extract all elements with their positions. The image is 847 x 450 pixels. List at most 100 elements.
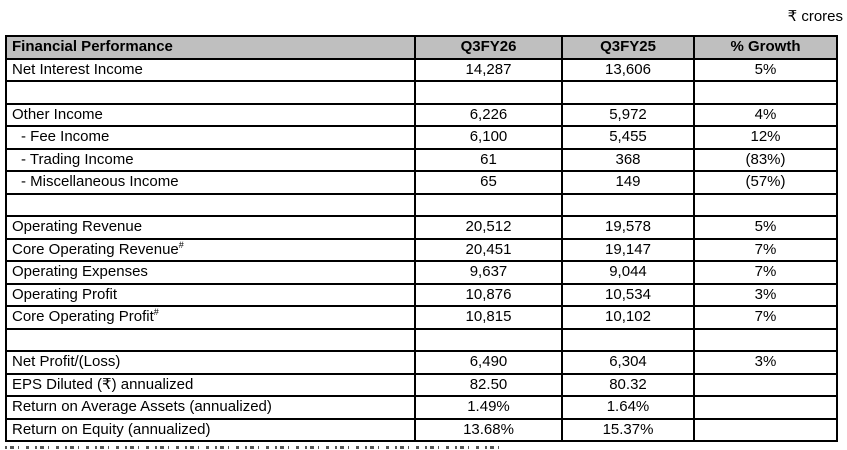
table-row: - Trading Income 61 368 (83%) xyxy=(5,147,838,172)
footnote-marker: # xyxy=(178,239,184,250)
value-q3fy25: 6,304 xyxy=(561,350,695,375)
value-q3fy26: 82.50 xyxy=(414,372,563,397)
value-growth xyxy=(693,372,838,397)
row-label: Operating Profit xyxy=(5,282,416,307)
value-growth xyxy=(693,327,838,352)
financial-performance-table: Financial Performance Q3FY26 Q3FY25 % Gr… xyxy=(5,35,838,442)
footnote-marker: # xyxy=(153,307,159,317)
value-growth: (83%) xyxy=(693,147,838,172)
value-q3fy25 xyxy=(561,80,695,105)
value-growth xyxy=(693,80,838,105)
value-q3fy26 xyxy=(414,327,563,352)
table-row: Operating Expenses 9,637 9,044 7% xyxy=(5,260,838,285)
value-q3fy25: 368 xyxy=(561,147,695,172)
row-label-text: Other Income xyxy=(12,105,103,123)
row-label xyxy=(5,80,416,105)
table-row: Return on Average Assets (annualized) 1.4… xyxy=(5,395,838,420)
row-label: Net Interest Income xyxy=(5,57,416,82)
table-row: Other Income 6,226 5,972 4% xyxy=(5,102,838,127)
row-label xyxy=(5,192,416,217)
value-growth xyxy=(693,192,838,217)
value-q3fy26: 6,100 xyxy=(414,125,563,150)
row-label: Return on Equity (annualized) xyxy=(5,417,416,442)
table-row: Core Operating Revenue# 20,451 19,147 7% xyxy=(5,237,838,262)
value-q3fy25: 13,606 xyxy=(561,57,695,82)
value-q3fy26 xyxy=(414,80,563,105)
value-q3fy26: 20,512 xyxy=(414,215,563,240)
table-row: - Fee Income 6,100 5,455 12% xyxy=(5,125,838,150)
row-label: Other Income xyxy=(5,102,416,127)
row-label-text: Net Profit/(Loss) xyxy=(12,353,121,370)
value-q3fy25: 10,102 xyxy=(561,305,695,330)
value-q3fy26: 6,490 xyxy=(414,350,563,375)
row-label: Operating Expenses xyxy=(5,260,416,285)
table-row xyxy=(5,327,838,352)
table-row xyxy=(5,80,838,105)
value-growth: 7% xyxy=(693,260,838,285)
value-q3fy26: 13.68% xyxy=(414,417,563,442)
value-q3fy25: 5,972 xyxy=(561,102,695,127)
column-header-financial-performance: Financial Performance xyxy=(5,35,416,60)
value-q3fy26 xyxy=(414,192,563,217)
column-header-q3fy26: Q3FY26 xyxy=(414,35,563,60)
value-q3fy26: 14,287 xyxy=(414,57,563,82)
row-label-text: - Fee Income xyxy=(21,128,110,145)
header-row: Financial Performance Q3FY26 Q3FY25 % Gr… xyxy=(5,35,838,60)
clipped-footnote-text xyxy=(5,446,503,449)
row-label: Core Operating Profit# xyxy=(5,305,416,330)
table-body: Net Interest Income 14,287 13,606 5% Other I… xyxy=(5,57,838,442)
table-row: Operating Revenue 20,512 19,578 5% xyxy=(5,215,838,240)
value-q3fy25: 149 xyxy=(561,170,695,195)
row-label: Net Profit/(Loss) xyxy=(5,350,416,375)
value-q3fy25: 5,455 xyxy=(561,125,695,150)
table-row: Net Interest Income 14,287 13,606 5% xyxy=(5,57,838,82)
value-q3fy25 xyxy=(561,327,695,352)
value-q3fy25: 80.32 xyxy=(561,372,695,397)
value-q3fy25 xyxy=(561,192,695,217)
row-label-text: Net Interest Income xyxy=(12,60,143,78)
table-row: Return on Equity (annualized) 13.68% 15.37… xyxy=(5,417,838,442)
value-growth: 5% xyxy=(693,57,838,82)
value-q3fy26: 65 xyxy=(414,170,563,195)
row-label: - Miscellaneous Income xyxy=(5,170,416,195)
row-label-text: - Miscellaneous Income xyxy=(21,173,179,190)
column-header-q3fy25: Q3FY25 xyxy=(561,35,695,60)
table-row: EPS Diluted (₹) annualized 82.50 80.32 xyxy=(5,372,838,397)
table-row: - Miscellaneous Income 65 149 (57%) xyxy=(5,170,838,195)
row-label: EPS Diluted (₹) annualized xyxy=(5,372,416,397)
row-label-text: Operating Revenue xyxy=(12,218,143,235)
value-growth xyxy=(693,395,838,420)
value-q3fy26: 20,451 xyxy=(414,237,563,262)
value-growth: 3% xyxy=(693,350,838,375)
value-q3fy26: 1.49% xyxy=(414,395,563,420)
row-label-text: Core Operating Revenue xyxy=(12,240,179,258)
row-label: Return on Average Assets (annualized) xyxy=(5,395,416,420)
value-growth: 12% xyxy=(693,125,838,150)
value-growth: 5% xyxy=(693,215,838,240)
row-label xyxy=(5,327,416,352)
table-row xyxy=(5,192,838,217)
value-q3fy25: 9,044 xyxy=(561,260,695,285)
row-label-text: EPS Diluted (₹) annualized xyxy=(12,375,194,393)
value-growth: 3% xyxy=(693,282,838,307)
column-header-growth: % Growth xyxy=(693,35,838,60)
value-q3fy26: 61 xyxy=(414,147,563,172)
row-label-text: Operating Profit xyxy=(12,285,118,303)
row-label: - Fee Income xyxy=(5,125,416,150)
units-label: ₹ crores xyxy=(787,8,843,25)
row-label-text: Return on Equity (annualized) xyxy=(12,420,211,438)
row-label-text: Return on Average Assets (annualized) xyxy=(12,398,272,415)
value-growth: 7% xyxy=(693,305,838,330)
row-label-text: Core Operating Profit xyxy=(12,308,154,325)
value-q3fy25: 19,578 xyxy=(561,215,695,240)
value-q3fy25: 1.64% xyxy=(561,395,695,420)
row-label-text: - Trading Income xyxy=(21,150,134,168)
value-growth: (57%) xyxy=(693,170,838,195)
value-q3fy26: 10,815 xyxy=(414,305,563,330)
row-label: Operating Revenue xyxy=(5,215,416,240)
table-row: Core Operating Profit# 10,815 10,102 7% xyxy=(5,305,838,330)
value-q3fy26: 6,226 xyxy=(414,102,563,127)
value-q3fy26: 10,876 xyxy=(414,282,563,307)
value-growth: 4% xyxy=(693,102,838,127)
row-label: - Trading Income xyxy=(5,147,416,172)
